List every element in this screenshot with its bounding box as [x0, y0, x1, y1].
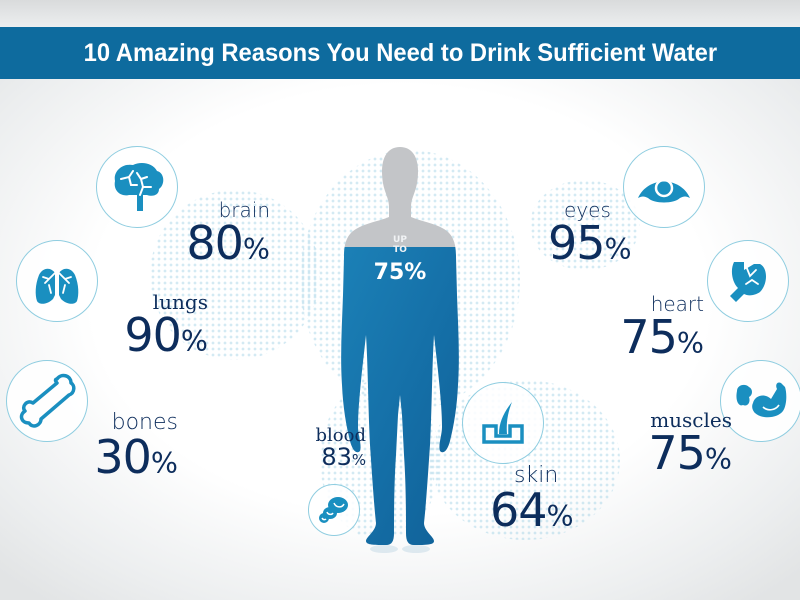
brain-icon: [114, 163, 164, 211]
lungs-icon-circle: [16, 240, 98, 322]
stat-value: 64%: [490, 483, 574, 537]
stat-label: eyes: [564, 198, 611, 222]
bone-icon: [19, 373, 76, 428]
heart-icon-circle: [707, 240, 789, 322]
stat-label: lungs: [152, 290, 208, 314]
body-upto-label: UP TO: [393, 235, 407, 255]
stat-label: bones: [111, 410, 178, 435]
skin-hair-icon: [482, 402, 524, 444]
stat-bones: bones 30%: [60, 410, 178, 484]
muscle-arm-icon: [736, 382, 787, 418]
stat-value: 75%: [648, 426, 732, 480]
blood-icon-circle: [308, 484, 360, 536]
stat-muscles: muscles 75%: [600, 410, 732, 476]
stat-eyes: eyes 95%: [548, 200, 648, 266]
stat-lungs: lungs 90%: [90, 292, 208, 358]
dot-texture: [530, 180, 640, 270]
stat-value: 95%: [548, 216, 632, 270]
brain-icon-circle: [96, 146, 178, 228]
lungs-icon: [35, 257, 79, 304]
stat-value: 83%: [321, 443, 366, 471]
skin-icon-circle: [462, 382, 544, 464]
stat-value: 30%: [94, 430, 178, 484]
page-title: 10 Amazing Reasons You Need to Drink Suf…: [83, 38, 717, 67]
heart-icon: [730, 262, 766, 302]
eyes-icon-circle: [623, 146, 705, 228]
human-body-figure: [341, 147, 459, 553]
blood-cells-icon: [319, 497, 348, 523]
stat-label: muscles: [650, 408, 732, 432]
stat-heart: heart 75%: [600, 294, 704, 360]
stat-label: blood: [315, 425, 366, 446]
body-water-percent: 75%: [373, 260, 427, 285]
stat-skin: skin 64%: [490, 463, 590, 537]
bones-icon-circle: [6, 360, 88, 442]
top-strip: [0, 0, 800, 27]
stat-label: skin: [514, 463, 559, 488]
eye-icon: [638, 178, 690, 203]
stat-blood: blood 83%: [296, 425, 366, 471]
dot-texture: [150, 190, 320, 360]
muscles-icon-circle: [720, 360, 800, 442]
stat-label: heart: [650, 292, 704, 316]
stat-value: 75%: [620, 310, 704, 364]
stat-value: 80%: [186, 216, 270, 270]
stat-value: 90%: [124, 308, 208, 362]
title-bar: 10 Amazing Reasons You Need to Drink Suf…: [0, 27, 800, 79]
stat-brain: brain 80%: [150, 200, 270, 266]
stat-label: brain: [218, 198, 270, 222]
